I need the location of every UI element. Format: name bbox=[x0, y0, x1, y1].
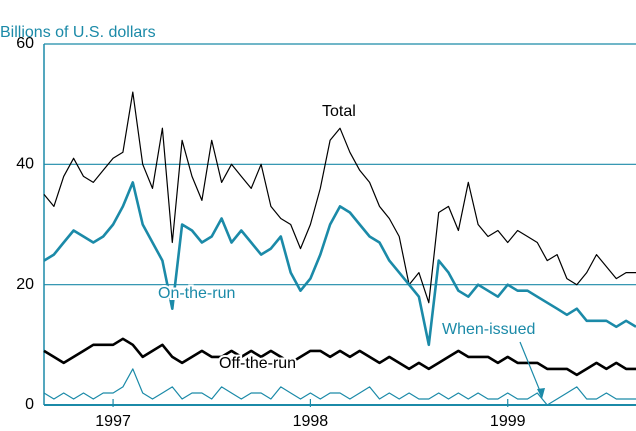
series-label: On-the-run bbox=[158, 285, 235, 302]
y-axis-label: Billions of U.S. dollars bbox=[0, 24, 156, 41]
y-tick-label: 40 bbox=[16, 156, 34, 173]
y-tick-label: 0 bbox=[25, 396, 34, 413]
annotation-arrow bbox=[519, 341, 543, 397]
series-line bbox=[43, 337, 636, 377]
y-tick-label: 60 bbox=[16, 35, 34, 52]
series-label: Off-the-run bbox=[219, 355, 296, 372]
series-line bbox=[43, 91, 636, 304]
series-label: Total bbox=[322, 103, 356, 120]
series-line bbox=[43, 181, 636, 347]
x-tick-label: 1997 bbox=[95, 413, 131, 430]
x-tick-label: 1998 bbox=[293, 413, 329, 430]
y-tick-label: 20 bbox=[16, 276, 34, 293]
annotation-arrowhead bbox=[537, 388, 545, 399]
series-line bbox=[43, 368, 636, 406]
series-label: When-issued bbox=[442, 321, 535, 338]
x-tick-label: 1999 bbox=[490, 413, 526, 430]
